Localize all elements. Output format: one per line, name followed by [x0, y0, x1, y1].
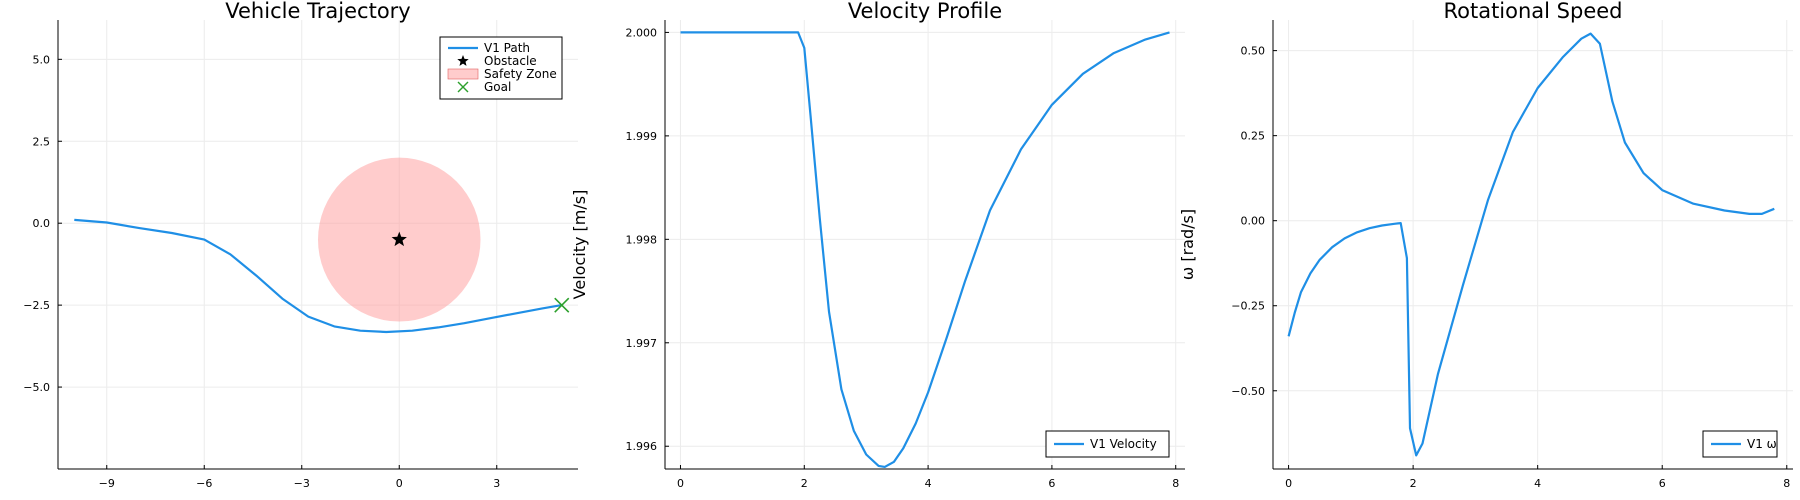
y-tick-label: 0.25 [1241, 130, 1266, 143]
goal-marker [554, 297, 570, 313]
y-tick-label: 0.00 [1241, 215, 1266, 228]
x-tick-label: 3 [493, 477, 500, 490]
legend-label: Safety Zone [484, 67, 557, 81]
y-tick-label: 5.0 [33, 53, 51, 66]
y-axis-label: Velocity [m/s] [570, 190, 589, 300]
x-tick-label: 8 [1783, 477, 1790, 490]
x-tick-label: 4 [1534, 477, 1541, 490]
obstacle-marker [391, 231, 407, 247]
chart-title: Rotational Speed [1443, 0, 1622, 23]
chart-title: Velocity Profile [848, 0, 1002, 23]
y-tick-label: 1.996 [626, 440, 658, 453]
y-tick-label: 1.998 [626, 233, 658, 246]
x-tick-label: 0 [396, 477, 403, 490]
x-tick-label: 0 [677, 477, 684, 490]
x-tick-label: 0 [1285, 477, 1292, 490]
chart-panel-1: −9 −6 −3 0 3 −5.0 −2.5 0.0 2.5 5.0 Vehicle Traject… [23, 0, 578, 490]
chart-panel-2: 0 2 4 6 8 1.996 1.997 1.998 1.999 2.000 Velocity P… [570, 0, 1185, 490]
y-tick-label: −0.50 [1231, 385, 1265, 398]
legend-zone-swatch [447, 68, 479, 80]
x-tick-label: −3 [294, 477, 310, 490]
x-tick-label: 2 [1410, 477, 1417, 490]
x-tick-label: 4 [925, 477, 932, 490]
legend-label: V1 Path [484, 41, 530, 55]
y-tick-label: 0.50 [1241, 45, 1266, 58]
y-tick-label: 2.000 [626, 26, 658, 39]
x-tick-label: 2 [801, 477, 808, 490]
y-tick-label: 1.997 [626, 337, 658, 350]
x-tick-label: 8 [1172, 477, 1179, 490]
y-axis-label: ω [rad/s] [1178, 209, 1197, 280]
y-tick-label: −2.5 [23, 299, 50, 312]
x-tick-label: 6 [1048, 477, 1055, 490]
legend-label: Goal [484, 80, 511, 94]
legend-label: V1 Velocity [1090, 437, 1157, 451]
y-tick-label: 1.999 [626, 130, 658, 143]
series-line [1287, 32, 1775, 457]
x-tick-label: −6 [196, 477, 212, 490]
y-tick-label: −5.0 [23, 381, 50, 394]
legend-cross-icon [457, 81, 469, 93]
legend-star-icon [457, 55, 469, 66]
legend-label: Obstacle [484, 54, 537, 68]
x-tick-label: 6 [1659, 477, 1666, 490]
chart-title: Vehicle Trajectory [225, 0, 410, 23]
legend: V1 ω [1702, 430, 1778, 458]
legend-label: V1 ω [1747, 437, 1777, 451]
y-tick-label: −0.25 [1231, 300, 1265, 313]
legend: V1 Velocity [1045, 430, 1170, 458]
x-tick-label: −9 [99, 477, 115, 490]
y-tick-label: 0.0 [33, 217, 51, 230]
chart-panel-3: 0 2 4 6 8 −0.50 −0.25 0.00 0.25 0.50 Rotational Sp… [1178, 0, 1793, 490]
series-line [680, 31, 1170, 468]
y-tick-label: 2.5 [33, 135, 51, 148]
series-line [74, 218, 562, 334]
